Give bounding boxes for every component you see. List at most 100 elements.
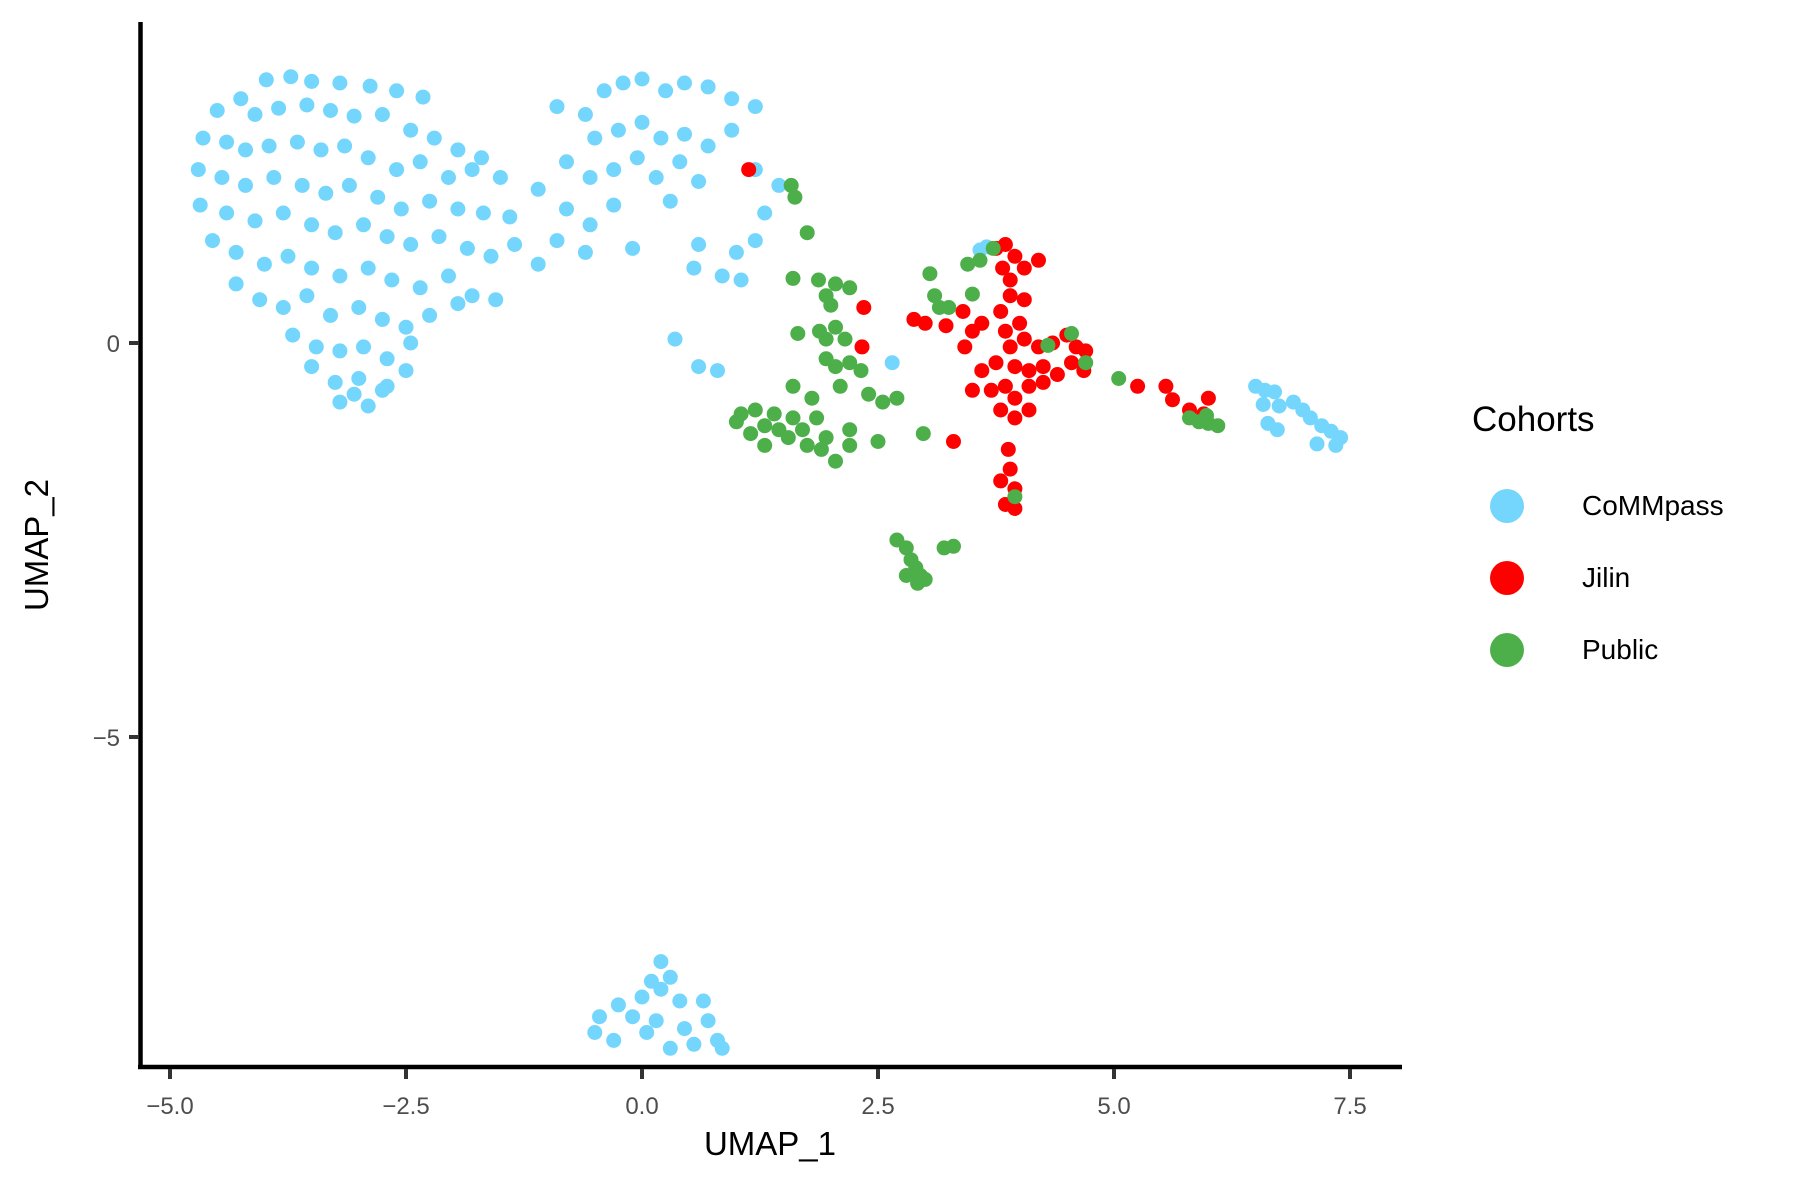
data-point (502, 209, 518, 225)
data-point (828, 359, 843, 375)
data-point (757, 205, 773, 221)
data-point (238, 177, 253, 193)
data-point (360, 398, 376, 414)
data-point (252, 292, 268, 308)
data-point (559, 154, 574, 170)
data-point (285, 327, 301, 343)
data-point (766, 406, 782, 422)
data-point (192, 197, 208, 213)
data-point (1007, 489, 1023, 505)
data-point (653, 130, 669, 146)
data-point (582, 217, 598, 233)
legend-label: Jilin (1582, 562, 1631, 593)
data-point (233, 91, 249, 107)
data-point (398, 363, 414, 379)
data-point (370, 189, 386, 205)
data-point (1002, 272, 1018, 288)
data-point (783, 177, 799, 193)
data-point (662, 1040, 678, 1056)
data-point (450, 296, 466, 312)
data-point (289, 134, 305, 150)
data-point (724, 122, 740, 138)
data-point (238, 142, 253, 158)
data-point (587, 130, 603, 146)
data-point (662, 193, 678, 209)
data-point (1012, 315, 1028, 331)
data-point (247, 107, 263, 122)
data-point (785, 270, 801, 286)
x-axis-ticks: −5.0 −2.5 0.0 2.5 5.0 7.5 (146, 1069, 1367, 1120)
data-point (1165, 392, 1180, 408)
data-point (559, 201, 574, 217)
data-point (1064, 326, 1079, 341)
data-point (1267, 384, 1282, 400)
data-point (785, 378, 801, 394)
data-point (964, 382, 980, 398)
data-point (677, 126, 692, 142)
data-point (818, 331, 834, 347)
data-point (804, 390, 820, 406)
data-point (780, 430, 796, 446)
data-point (304, 217, 320, 233)
x-tick-label: 7.5 (1333, 1093, 1366, 1120)
data-point (1309, 436, 1325, 452)
data-point (747, 233, 763, 249)
data-point (910, 575, 926, 591)
data-point (972, 242, 988, 258)
public-dot-icon (1490, 633, 1524, 667)
data-point (837, 331, 853, 347)
data-point (530, 181, 546, 197)
data-point (997, 237, 1013, 252)
data-point (648, 1013, 664, 1029)
data-point (214, 170, 230, 185)
data-point (724, 91, 740, 107)
data-point (785, 410, 801, 426)
data-point (228, 276, 244, 292)
data-point (356, 217, 371, 233)
data-point (677, 1021, 692, 1037)
data-point (757, 418, 773, 434)
data-point (974, 315, 990, 331)
data-point (811, 272, 826, 288)
data-point (653, 954, 669, 970)
data-point (828, 453, 843, 469)
data-point (464, 162, 480, 178)
data-point (271, 100, 287, 116)
data-point (960, 256, 976, 272)
y-axis-title: UMAP_2 (18, 479, 55, 611)
data-point (304, 73, 320, 89)
data-point (422, 193, 438, 209)
y-axis-ticks: 0 −5 (93, 331, 139, 752)
data-point (790, 326, 806, 341)
data-point (441, 170, 456, 185)
data-point (327, 225, 343, 241)
data-point (351, 371, 367, 386)
data-point (313, 142, 329, 158)
data-point (304, 359, 320, 375)
data-point (549, 233, 565, 249)
data-point (379, 378, 395, 394)
data-point (1271, 398, 1287, 414)
scatter-points (190, 69, 1349, 1056)
data-point (686, 1036, 702, 1052)
data-point (799, 225, 815, 241)
data-point (256, 256, 272, 272)
data-point (639, 1025, 655, 1040)
x-tick-label: 0.0 (625, 1093, 658, 1120)
data-point (530, 256, 546, 272)
data-point (403, 122, 419, 138)
data-point (861, 386, 877, 402)
data-point (587, 1025, 603, 1040)
data-point (828, 319, 843, 335)
data-point (728, 414, 744, 430)
data-point (927, 288, 943, 304)
data-point (747, 99, 763, 115)
data-point (1007, 410, 1023, 426)
data-point (1002, 339, 1018, 355)
data-point (1002, 461, 1018, 477)
data-point (795, 422, 810, 438)
data-point (972, 252, 988, 268)
data-point (219, 205, 235, 221)
data-point (592, 1009, 607, 1025)
data-point (787, 189, 803, 205)
